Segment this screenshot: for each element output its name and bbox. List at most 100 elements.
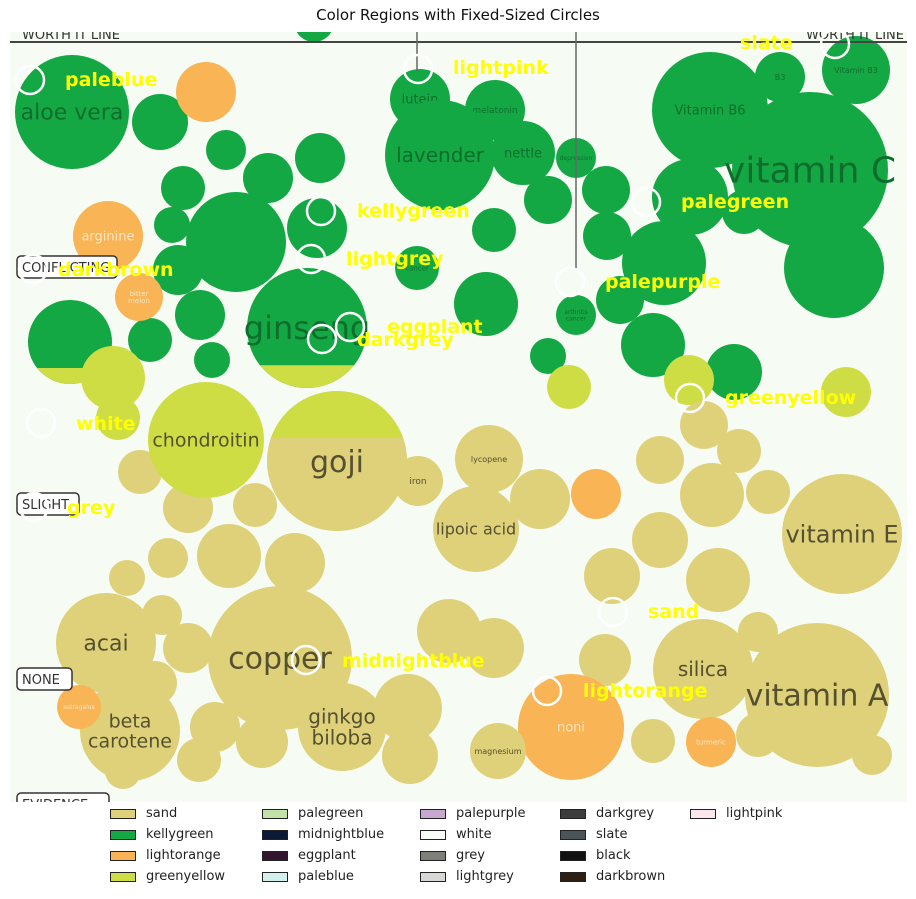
background-bubble xyxy=(176,62,236,122)
bubble xyxy=(73,201,143,271)
background-bubble xyxy=(296,32,332,42)
marker-label: lightorange xyxy=(583,680,708,702)
marker-label: midnightblue xyxy=(342,650,485,672)
evidence-level-label: EVIDENCE xyxy=(22,798,88,813)
bubble xyxy=(653,619,753,719)
bubble-label: biloba xyxy=(312,726,373,750)
background-bubble xyxy=(510,469,570,529)
bubble-layer: aloe veraluteinmelatoninlavendernettlede… xyxy=(15,32,902,789)
bubble xyxy=(470,723,526,779)
background-bubble xyxy=(571,469,621,519)
marker-label: white xyxy=(76,413,136,435)
marker-label: darkbrown xyxy=(58,259,174,281)
bubble-label: arthritis xyxy=(564,309,588,316)
legend-item-paleblue: paleblue xyxy=(262,868,354,886)
legend: sand kellygreen lightorange greenyellow pale… xyxy=(110,805,830,895)
bubble-lower-band xyxy=(259,365,355,388)
legend-swatch xyxy=(420,850,446,861)
legend-swatch xyxy=(560,829,586,840)
bubble xyxy=(822,36,890,104)
background-bubble xyxy=(631,719,675,763)
bubble xyxy=(80,681,180,781)
background-bubble xyxy=(197,524,261,588)
background-bubble xyxy=(118,450,162,494)
background-bubble xyxy=(664,355,714,405)
background-bubble xyxy=(374,674,442,742)
background-bubble xyxy=(622,221,706,305)
marker-circle xyxy=(531,675,563,707)
legend-swatch xyxy=(110,808,136,819)
marker-label: kellygreen xyxy=(357,200,470,222)
bubble-lower-band xyxy=(267,438,407,531)
legend-label: lightpink xyxy=(726,806,783,821)
legend-swatch xyxy=(110,829,136,840)
legend-item-grey: grey xyxy=(420,847,485,865)
bubble-label: melatonin xyxy=(472,106,517,116)
bubble-label: magnesium xyxy=(474,747,521,756)
bubble-label: bitter xyxy=(129,290,148,298)
marker-circle xyxy=(306,323,338,355)
legend-label: midnightblue xyxy=(298,827,385,842)
bubble-label: goji xyxy=(310,445,364,480)
marker-label: darkgrey xyxy=(357,329,454,351)
bubble-label: iron xyxy=(409,477,426,487)
legend-item-lightpink: lightpink xyxy=(690,805,782,823)
legend-swatch xyxy=(262,808,288,819)
background-bubble xyxy=(206,130,246,170)
legend-swatch xyxy=(420,871,446,882)
legend-item-kellygreen: kellygreen xyxy=(110,826,214,844)
marker-label: grey xyxy=(67,497,116,519)
legend-label: black xyxy=(596,848,631,863)
marker-circle xyxy=(17,253,49,285)
bubble-lower-band xyxy=(37,368,103,384)
legend-label: palegreen xyxy=(298,806,364,821)
background-bubble xyxy=(579,634,631,686)
background-bubble xyxy=(584,548,640,604)
background-bubble xyxy=(186,192,286,292)
bubble-upper-band xyxy=(270,391,404,438)
evidence-level-label: NONE xyxy=(22,673,60,688)
legend-label: white xyxy=(456,827,492,842)
marker-circle xyxy=(630,186,662,218)
bubble xyxy=(686,717,736,767)
bubble-label: aloe vera xyxy=(21,101,124,126)
bubble-label: copper xyxy=(228,642,332,677)
bubble xyxy=(732,92,888,248)
background-bubble xyxy=(81,346,145,410)
legend-item-black: black xyxy=(560,847,631,865)
marker-circle xyxy=(305,195,337,227)
bubble xyxy=(491,121,555,185)
legend-swatch xyxy=(560,850,586,861)
legend-label: palepurple xyxy=(456,806,526,821)
axis-layer: WORTH IT LINE WORTH IT LINE CONFLICTING SLI… xyxy=(10,28,907,813)
bubble-label: arginine xyxy=(81,230,134,245)
marker-circle xyxy=(674,382,706,414)
bubble xyxy=(57,685,101,729)
background-bubble xyxy=(177,738,221,782)
background-bubble xyxy=(148,538,188,578)
bubble xyxy=(298,683,386,771)
worth-it-label-left: WORTH IT LINE xyxy=(22,28,120,43)
marker-label: lightpink xyxy=(453,57,549,79)
background-bubble xyxy=(582,166,630,214)
evidence-level-box xyxy=(16,255,118,279)
marker-label: slate xyxy=(740,32,793,54)
background-bubble xyxy=(109,560,145,596)
bubble xyxy=(56,593,156,693)
bubble-label: lycopene xyxy=(471,455,507,464)
evidence-level-box xyxy=(16,792,110,802)
background-bubble xyxy=(287,198,347,258)
background-bubble xyxy=(464,618,524,678)
marker-label: sand xyxy=(648,601,699,623)
bubble-label: cancer xyxy=(566,315,587,322)
legend-item-eggplant: eggplant xyxy=(262,847,356,865)
legend-item-darkgrey: darkgrey xyxy=(560,805,654,823)
background-bubble xyxy=(821,367,871,417)
background-bubble xyxy=(153,245,203,295)
background-bubble xyxy=(524,176,572,224)
background-bubble xyxy=(530,338,566,374)
legend-label: kellygreen xyxy=(146,827,214,842)
bubble-label: lipoic acid xyxy=(436,520,516,539)
bubble-label: vitamin C xyxy=(724,151,896,192)
